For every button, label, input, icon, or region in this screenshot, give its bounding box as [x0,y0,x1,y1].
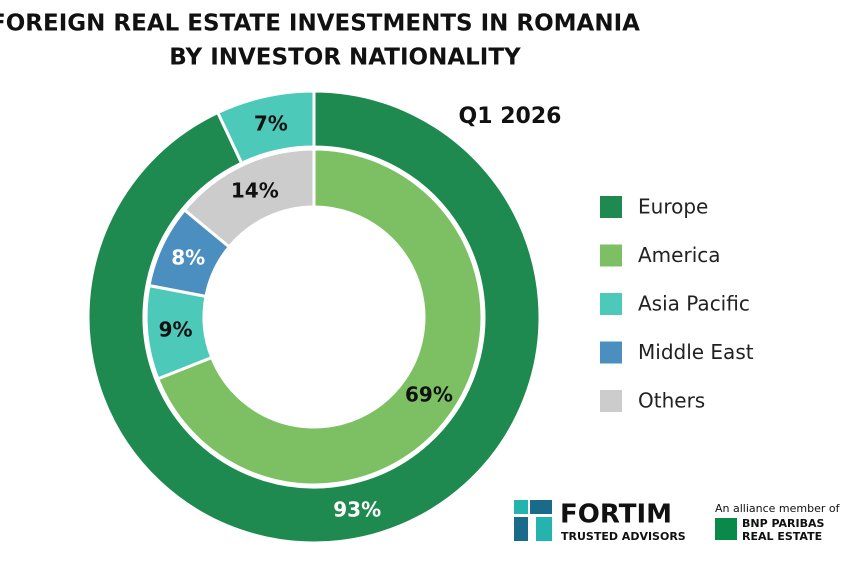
legend-swatch [600,293,622,315]
logo-text: BNP PARIBAS [742,517,825,530]
logo-shape [514,517,528,541]
fortim-logo: FORTIM TRUSTED ADVISORS [514,500,686,543]
data-label: 14% [231,179,279,203]
data-label: 8% [171,245,205,269]
donut-slice [86,89,542,545]
logo-text: An alliance member of [715,502,841,515]
logo-shape [530,500,552,514]
logo-shape [536,517,552,541]
legend-swatch [600,390,622,412]
data-label: 69% [405,383,453,407]
logo-text: FORTIM [560,500,672,530]
logo-shape [514,500,528,514]
logo-shape [715,518,737,540]
legend-swatch [600,244,622,267]
legend-swatch [600,341,622,364]
legend-label: Europe [638,195,708,219]
donut-slice [155,147,484,487]
donut-slice [215,89,316,166]
chart-title: FOREIGN REAL ESTATE INVESTMENTS IN ROMAN… [0,11,640,37]
legend-label: Asia Pacific [638,292,750,316]
chart-title: BY INVESTOR NATIONALITY [169,45,521,71]
legend-swatch [600,196,622,218]
data-label: 7% [254,111,288,135]
data-label: 93% [333,498,381,522]
bnp-logo: An alliance member of BNP PARIBAS REAL E… [715,502,841,543]
donut-slice [182,147,316,249]
data-label: 9% [159,318,193,342]
logo-text: TRUSTED ADVISORS [561,530,686,543]
logo-text: REAL ESTATE [742,530,822,543]
legend-label: Middle East [638,340,754,364]
legend-label: Others [638,389,705,413]
legend-label: America [638,243,721,267]
ring-name: Q1 2026 [459,104,562,129]
